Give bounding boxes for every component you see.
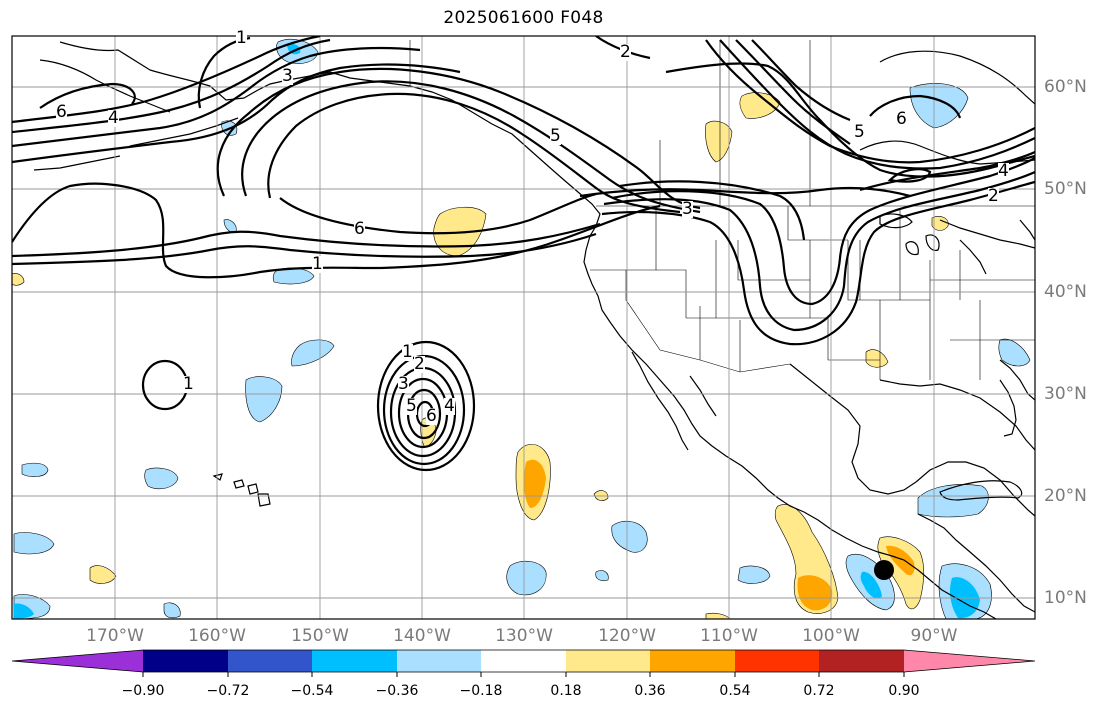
contour-label: 6: [56, 102, 67, 122]
contour-label: 3: [682, 199, 693, 219]
lat-label: 40°N: [1044, 282, 1087, 302]
contour-label: 4: [998, 161, 1009, 181]
lon-label: 150°W: [291, 626, 349, 646]
colorbar-tick-label: 0.18: [550, 683, 582, 699]
colorbar-tick-label: −0.72: [206, 683, 250, 699]
colorbar-tick-label: 0.72: [803, 683, 835, 699]
lon-label: 160°W: [188, 626, 246, 646]
map-title: 2025061600 F048: [443, 8, 604, 28]
contour-label: 6: [896, 109, 907, 129]
colorbar-tick-label: 0.36: [634, 683, 666, 699]
lon-label: 110°W: [700, 626, 758, 646]
contour-label: 4: [108, 108, 119, 128]
contour-label: 5: [550, 126, 561, 146]
contour-label: 6: [354, 219, 365, 239]
lon-label: 100°W: [802, 626, 860, 646]
colorbar-tick-label: 0.54: [719, 683, 751, 699]
contour-label: 6: [426, 406, 437, 426]
contour-label: 5: [854, 122, 865, 142]
lon-label: 170°W: [86, 626, 144, 646]
contour-label: 4: [444, 396, 455, 416]
lat-label: 60°N: [1044, 77, 1087, 97]
location-marker: [874, 560, 894, 580]
lat-label: 20°N: [1044, 486, 1087, 506]
contour-label: 2: [988, 186, 999, 206]
positive-anomaly-patches: [12, 92, 949, 619]
lat-label: 50°N: [1044, 179, 1087, 199]
lat-label: 10°N: [1044, 588, 1087, 608]
colorbar: [11, 649, 1036, 677]
contour-label: 2: [620, 42, 631, 62]
map-frame: [11, 35, 1036, 620]
contour-label: 3: [398, 374, 409, 394]
colorbar-tick-label: −0.90: [121, 683, 165, 699]
contour-label: 2: [414, 354, 425, 374]
lon-label: 140°W: [393, 626, 451, 646]
contour-label: 1: [312, 254, 323, 274]
negative-anomaly-patches: [13, 39, 1031, 619]
colorbar-tick-label: −0.54: [290, 683, 334, 699]
contour-label: 1: [236, 28, 247, 48]
colorbar-tick-label: −0.36: [375, 683, 419, 699]
lat-label: 30°N: [1044, 384, 1087, 404]
lon-label: 130°W: [495, 626, 553, 646]
contour-lines: [12, 36, 1035, 346]
contour-label: 3: [282, 66, 293, 86]
lon-label: 90°W: [910, 626, 958, 646]
contour-label: 1: [402, 342, 413, 362]
colorbar-extend-high: [904, 650, 1035, 672]
gridlines: [12, 36, 1035, 619]
colorbar-tick-label: −0.18: [459, 683, 503, 699]
colorbar-extend-low: [12, 650, 143, 672]
contour-label: 1: [183, 374, 194, 394]
contour-label: 5: [406, 396, 417, 416]
lon-label: 120°W: [598, 626, 656, 646]
colorbar-tick-label: 0.90: [888, 683, 920, 699]
